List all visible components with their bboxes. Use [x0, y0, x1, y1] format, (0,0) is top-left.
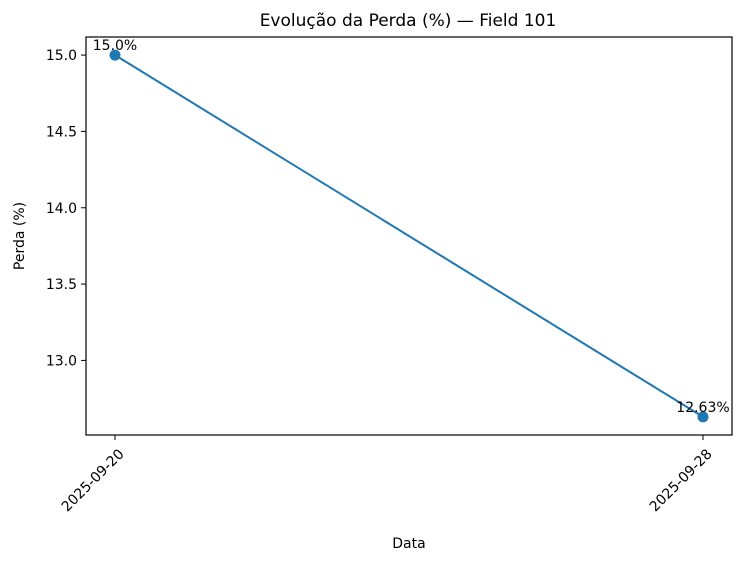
series-line — [114, 54, 704, 418]
x-axis-label: Data — [392, 536, 425, 552]
data-point — [697, 411, 709, 423]
data-label: 12.63% — [676, 400, 729, 416]
x-tick-label: 2025-09-20 — [59, 446, 128, 515]
y-axis-ticks: 13.0 13.5 14.0 14.5 15.0 — [46, 48, 86, 369]
y-tick-label: 14.5 — [46, 124, 77, 140]
series-points — [109, 49, 709, 423]
data-labels: 15.0% 12.63% — [93, 38, 730, 416]
y-axis-label: Perda (%) — [12, 202, 28, 270]
y-tick-label: 13.5 — [46, 277, 77, 293]
x-tick-label: 2025-09-28 — [647, 446, 716, 515]
y-tick-label: 15.0 — [46, 48, 77, 64]
x-axis-ticks: 2025-09-20 2025-09-28 — [59, 435, 716, 515]
data-point — [109, 49, 121, 61]
plot-frame — [85, 36, 733, 436]
y-tick-label: 13.0 — [46, 353, 77, 369]
chart-title: Evolução da Perda (%) — Field 101 — [260, 11, 557, 31]
y-tick-label: 14.0 — [46, 201, 77, 217]
data-label: 15.0% — [93, 38, 137, 54]
